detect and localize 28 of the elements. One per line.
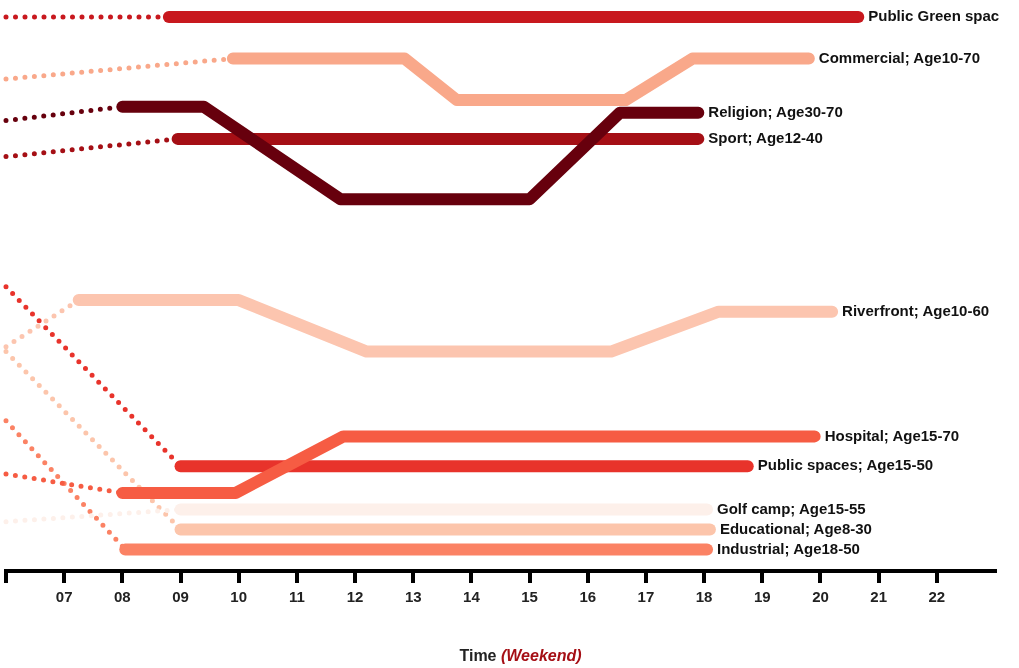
x-tick-label: 22 [928, 588, 946, 606]
series-label: Educational; Age8-30 [719, 519, 872, 537]
x-tick-label: 07 [55, 588, 73, 606]
x-tick-label: 16 [579, 588, 597, 606]
series-label: Commercial; Age10-70 [818, 48, 981, 66]
series-label: Industrial; Age18-50 [717, 539, 860, 557]
x-tick-label: 17 [637, 588, 655, 606]
x-tick-label: 14 [463, 588, 481, 606]
series-label: Public spaces; Age15-50 [757, 456, 934, 474]
series-label: Sport; Age12-40 [708, 129, 823, 147]
x-tick-label: 15 [521, 588, 538, 606]
x-axis-title: Time [459, 647, 497, 665]
x-tick-label: 11 [288, 588, 305, 606]
x-tick-label: 20 [812, 588, 829, 606]
x-tick-label: 18 [695, 588, 713, 606]
series-label: Hospital; Age15-70 [824, 426, 960, 444]
x-tick-label: 12 [346, 588, 364, 606]
x-tick-label: 19 [753, 588, 771, 606]
x-tick-label: 08 [114, 588, 131, 606]
series-label: Public Green spac [868, 7, 1000, 25]
series-label: Religion; Age30-70 [708, 102, 843, 120]
x-tick-label: 13 [404, 588, 422, 606]
series-label: Riverfront; Age10-60 [842, 301, 990, 319]
x-tick-label: 10 [230, 588, 248, 606]
x-tick-label: 21 [870, 588, 887, 606]
series-label: Golf camp; Age15-55 [717, 499, 866, 517]
text: (Weekend) [500, 647, 582, 665]
x-tick-label: 09 [172, 588, 189, 606]
